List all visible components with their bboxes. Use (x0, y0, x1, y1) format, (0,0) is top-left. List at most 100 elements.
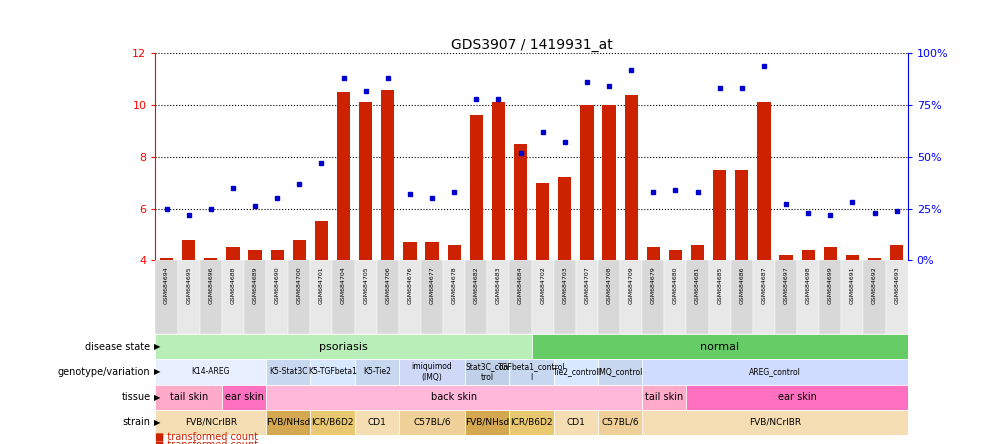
Text: CD1: CD1 (367, 418, 386, 427)
Bar (487, 260, 509, 334)
Bar (355, 410, 399, 435)
Bar (531, 260, 553, 334)
Bar (399, 410, 465, 435)
Bar (465, 359, 509, 385)
Text: genotype/variation: genotype/variation (58, 367, 150, 377)
Bar (310, 260, 332, 334)
Bar (819, 260, 841, 334)
Text: GSM684692: GSM684692 (871, 266, 876, 304)
Text: imiquimod
(IMQ): imiquimod (IMQ) (411, 362, 452, 381)
Text: disease state: disease state (85, 341, 150, 352)
Bar (757, 103, 770, 260)
Text: GSM684694: GSM684694 (164, 266, 169, 304)
Text: K14-AREG: K14-AREG (191, 367, 229, 377)
Bar (199, 260, 221, 334)
Text: ■ transformed count: ■ transformed count (155, 432, 259, 442)
Bar (624, 95, 637, 260)
Bar (753, 260, 775, 334)
Text: ▶: ▶ (154, 418, 160, 427)
Text: GSM684680: GSM684680 (672, 266, 677, 304)
Bar (575, 260, 597, 334)
Bar (315, 222, 328, 260)
Bar (266, 359, 310, 385)
Bar (557, 178, 571, 260)
Text: ICR/B6D2: ICR/B6D2 (311, 418, 354, 427)
Bar (580, 105, 593, 260)
Text: FVB/NHsd: FVB/NHsd (465, 418, 509, 427)
Text: FVB/NHsd: FVB/NHsd (266, 418, 310, 427)
Text: GSM684682: GSM684682 (473, 266, 478, 304)
Bar (885, 260, 907, 334)
Bar (399, 260, 421, 334)
Bar (399, 359, 465, 385)
Bar (221, 385, 266, 410)
Bar (845, 255, 858, 260)
Bar (531, 334, 907, 359)
Bar (243, 260, 266, 334)
Bar (403, 242, 416, 260)
Text: Stat3C_con
trol: Stat3C_con trol (465, 362, 509, 381)
Bar (641, 359, 907, 385)
Text: GSM684685: GSM684685 (716, 266, 721, 304)
Text: AREG_control: AREG_control (748, 367, 801, 377)
Bar (619, 260, 641, 334)
Bar (690, 245, 703, 260)
Bar (775, 260, 797, 334)
Bar (641, 385, 685, 410)
Text: GSM684676: GSM684676 (407, 266, 412, 304)
Bar (491, 103, 505, 260)
Bar (204, 258, 217, 260)
Text: ▶: ▶ (154, 367, 160, 377)
Bar (271, 250, 284, 260)
Bar (779, 255, 792, 260)
Text: GSM684708: GSM684708 (606, 266, 611, 304)
Bar (221, 260, 243, 334)
Bar (641, 410, 907, 435)
Text: ▶: ▶ (154, 342, 160, 351)
Bar (553, 359, 597, 385)
Bar (597, 359, 641, 385)
Text: GSM684681: GSM684681 (694, 266, 699, 304)
Bar (867, 258, 881, 260)
Text: GSM684691: GSM684691 (849, 266, 854, 304)
Text: ear skin: ear skin (224, 392, 264, 402)
Bar (646, 247, 659, 260)
Bar (801, 250, 814, 260)
Bar (310, 359, 355, 385)
Bar (553, 410, 597, 435)
Text: FVB/NCrIBR: FVB/NCrIBR (748, 418, 801, 427)
Bar (443, 260, 465, 334)
Bar (641, 260, 663, 334)
Bar (248, 250, 262, 260)
Bar (465, 260, 487, 334)
Text: K5-TGFbeta1: K5-TGFbeta1 (308, 367, 357, 377)
Bar (863, 260, 885, 334)
Text: CD1: CD1 (566, 418, 585, 427)
Bar (535, 182, 549, 260)
Bar (712, 170, 725, 260)
Bar (181, 240, 195, 260)
Bar (359, 103, 372, 260)
Bar (447, 245, 460, 260)
Bar (425, 242, 438, 260)
Text: GSM684700: GSM684700 (297, 266, 302, 304)
Bar (177, 260, 199, 334)
Text: back skin: back skin (431, 392, 477, 402)
Text: C57BL/6: C57BL/6 (413, 418, 450, 427)
Bar (266, 260, 288, 334)
Text: K5-Tie2: K5-Tie2 (363, 367, 390, 377)
Text: C57BL/6: C57BL/6 (600, 418, 638, 427)
Bar (597, 410, 641, 435)
Title: GDS3907 / 1419931_at: GDS3907 / 1419931_at (450, 38, 612, 52)
Bar (155, 385, 221, 410)
Bar (823, 247, 836, 260)
Text: GSM684678: GSM684678 (451, 266, 456, 304)
Bar (465, 410, 509, 435)
Bar (377, 260, 399, 334)
Text: GSM684707: GSM684707 (584, 266, 589, 304)
Text: GSM684687: GSM684687 (761, 266, 766, 304)
Text: IMQ_control: IMQ_control (597, 367, 642, 377)
Text: GSM684695: GSM684695 (186, 266, 191, 304)
Bar (889, 245, 903, 260)
Bar (155, 359, 266, 385)
